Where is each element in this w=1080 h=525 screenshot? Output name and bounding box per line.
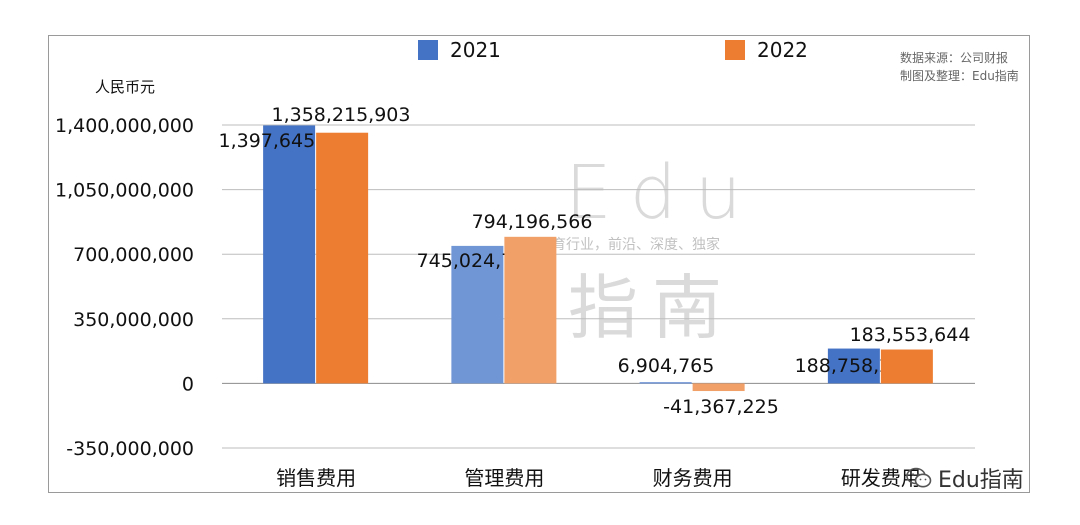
bar-2021 xyxy=(451,245,504,384)
y-tick-label: -350,000,000 xyxy=(66,438,194,460)
watermark-edu: Edu xyxy=(565,150,760,236)
data-label-2022: 1,358,215,903 xyxy=(271,104,410,126)
legend-label-2022: 2022 xyxy=(757,38,808,62)
watermark-zh: 指南 xyxy=(568,267,736,349)
credit-note: 制图及整理：Edu指南 xyxy=(900,69,1019,83)
data-label-2022: -41,367,225 xyxy=(663,396,779,418)
bar-2022 xyxy=(692,383,745,392)
y-tick-label: 1,050,000,000 xyxy=(55,180,194,202)
x-tick-label: 管理费用 xyxy=(464,466,544,490)
data-label-2022: 183,553,644 xyxy=(850,324,971,346)
bar-2021 xyxy=(827,348,880,384)
data-label-2022: 794,196,566 xyxy=(472,211,593,233)
bar-2022 xyxy=(504,236,557,384)
x-tick-label: 财务费用 xyxy=(653,466,733,490)
y-tick-label: 350,000,000 xyxy=(73,309,194,331)
wechat-icon xyxy=(906,467,932,488)
bar-2021 xyxy=(263,125,316,384)
legend-swatch-2022 xyxy=(725,40,745,60)
bar-2022 xyxy=(880,349,933,384)
x-tick-label: 销售费用 xyxy=(276,466,356,490)
y-tick-label: 700,000,000 xyxy=(73,244,194,266)
legend-item-2022: 2022 xyxy=(725,38,808,62)
bar-2021 xyxy=(639,382,692,384)
y-axis-unit-label: 人民币元 xyxy=(95,78,156,96)
watermark-tagline: 教育行业，前沿、深度、独家 xyxy=(538,237,720,253)
y-tick-label: 0 xyxy=(182,373,194,395)
legend-item-2021: 2021 xyxy=(418,38,501,62)
legend-label-2021: 2021 xyxy=(450,38,501,62)
data-label-2021: 6,904,765 xyxy=(618,355,715,377)
brand-badge: Edu指南 xyxy=(906,462,1024,494)
source-note: 数据来源：公司财报 xyxy=(900,51,1009,65)
y-tick-label: 1,400,000,000 xyxy=(55,115,194,137)
brand-text: Edu指南 xyxy=(938,468,1024,493)
legend-swatch-2021 xyxy=(418,40,438,60)
chart-frame xyxy=(48,35,1030,493)
bar-2022 xyxy=(316,132,369,384)
